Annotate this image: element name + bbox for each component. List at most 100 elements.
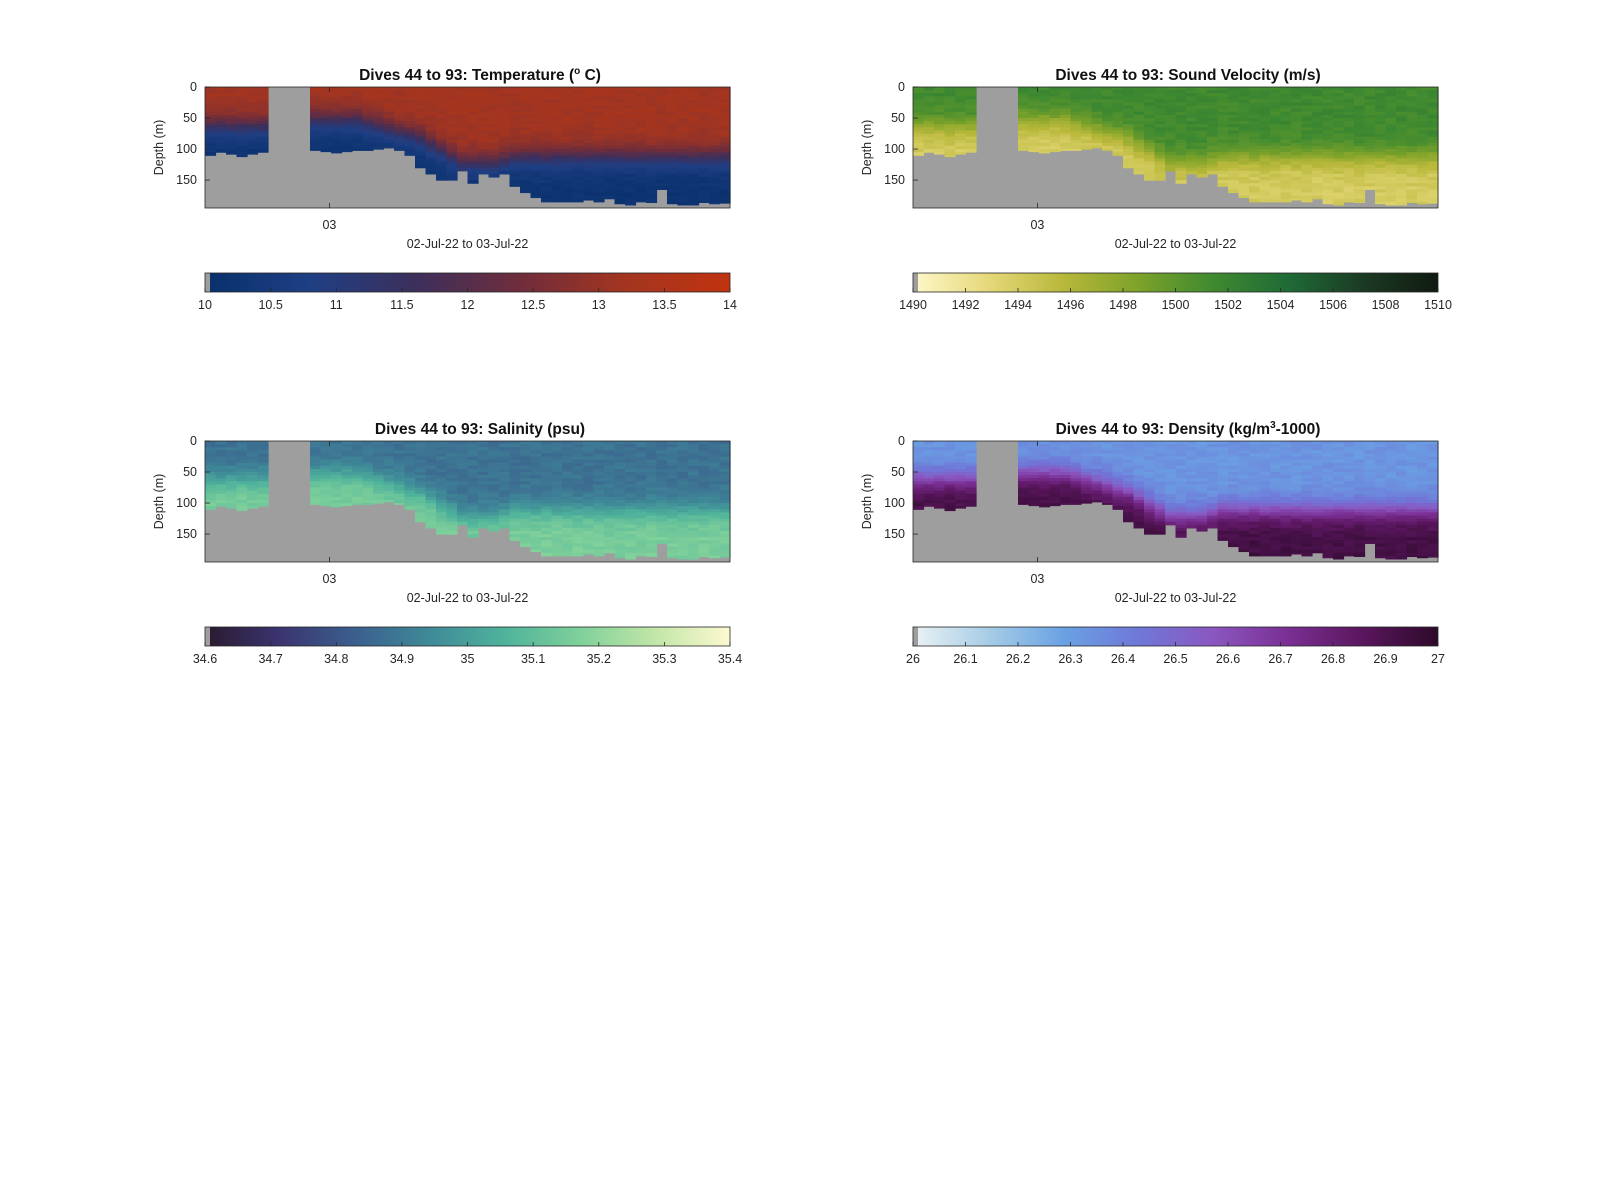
heatmap-cell	[541, 503, 553, 507]
heatmap-cell	[394, 93, 406, 97]
heatmap-cell	[1354, 93, 1366, 97]
heatmap-cell	[1081, 472, 1093, 476]
heatmap-cell	[1385, 161, 1397, 166]
heatmap-cell	[1343, 164, 1355, 169]
heatmap-cell	[331, 475, 343, 479]
heatmap-cell	[614, 503, 626, 507]
heatmap-cell	[530, 121, 542, 125]
heatmap-cell	[331, 493, 343, 498]
heatmap-cell	[1249, 133, 1261, 138]
heatmap-cell	[362, 468, 374, 473]
heatmap-cell	[236, 108, 248, 113]
heatmap-cell	[415, 444, 427, 448]
heatmap-cell	[257, 130, 269, 135]
heatmap-cell	[593, 149, 605, 153]
heatmap-cell	[247, 118, 259, 122]
heatmap-cell	[955, 105, 967, 110]
heatmap-cell	[1112, 462, 1124, 467]
heatmap-cell	[1207, 493, 1219, 498]
heatmap-cell	[1154, 90, 1166, 94]
heatmap-cell	[1144, 478, 1156, 482]
heatmap-cell	[1228, 543, 1240, 548]
heatmap-cell	[688, 124, 700, 128]
heatmap-cell	[1133, 487, 1145, 492]
heatmap-cell	[583, 518, 595, 523]
heatmap-cell	[341, 490, 353, 495]
heatmap-cell	[226, 475, 238, 479]
heatmap-cell	[1375, 127, 1387, 132]
heatmap-cell	[709, 183, 721, 187]
heatmap-cell	[236, 102, 248, 107]
heatmap-cell	[1364, 121, 1376, 125]
heatmap-cell	[1186, 90, 1198, 94]
heatmap-cell	[1028, 149, 1040, 153]
heatmap-cell	[719, 96, 731, 101]
heatmap-cell	[625, 441, 637, 445]
heatmap-cell	[1133, 152, 1145, 156]
heatmap-cell	[1186, 127, 1198, 132]
heatmap-cell	[541, 453, 553, 458]
heatmap-cell	[394, 441, 406, 445]
heatmap-cell	[1322, 142, 1334, 147]
heatmap-cell	[1228, 167, 1240, 172]
heatmap-cell	[625, 155, 637, 159]
heatmap-cell	[373, 139, 385, 144]
heatmap-cell	[923, 149, 935, 153]
heatmap-cell	[1133, 515, 1145, 520]
heatmap-cell	[436, 133, 448, 138]
heatmap-cell	[509, 155, 521, 159]
heatmap-cell	[1259, 111, 1271, 116]
heatmap-cell	[677, 139, 689, 144]
heatmap-cell	[562, 472, 574, 476]
heatmap-cell	[467, 161, 479, 166]
colorbar-tick-label: 1510	[1424, 298, 1452, 312]
heatmap-cell	[593, 198, 605, 203]
heatmap-cell	[1154, 524, 1166, 529]
heatmap-cell	[955, 465, 967, 470]
heatmap-cell	[635, 145, 647, 150]
heatmap-cell	[1291, 170, 1303, 175]
heatmap-cell	[404, 105, 416, 110]
heatmap-cell	[965, 459, 977, 464]
heatmap-cell	[1217, 149, 1229, 153]
heatmap-cell	[923, 503, 935, 507]
heatmap-cell	[1322, 90, 1334, 94]
heatmap-cell	[331, 447, 343, 451]
heatmap-cell	[719, 133, 731, 138]
heatmap-cell	[215, 472, 227, 476]
heatmap-cell	[698, 509, 710, 513]
heatmap-cell	[1406, 99, 1418, 104]
heatmap-cell	[1249, 490, 1261, 495]
colorbar	[913, 273, 1438, 292]
heatmap-cell	[520, 512, 532, 517]
heatmap-cell	[1333, 99, 1345, 104]
heatmap-cell	[415, 145, 427, 150]
heatmap-cell	[509, 478, 521, 482]
heatmap-cell	[688, 108, 700, 113]
heatmap-cell	[404, 124, 416, 128]
heatmap-cell	[1312, 142, 1324, 147]
heatmap-cell	[425, 518, 437, 523]
heatmap-cell	[467, 114, 479, 119]
heatmap-cell	[1238, 465, 1250, 470]
heatmap-cell	[551, 546, 563, 551]
heatmap-cell	[467, 111, 479, 116]
heatmap-cell	[467, 487, 479, 492]
heatmap-cell	[541, 552, 553, 557]
heatmap-cell	[478, 161, 490, 166]
heatmap-cell	[1301, 90, 1313, 94]
heatmap-cell	[646, 133, 658, 138]
heatmap-cell	[478, 142, 490, 147]
heatmap-cell	[614, 493, 626, 498]
heatmap-cell	[709, 540, 721, 544]
heatmap-cell	[215, 149, 227, 153]
heatmap-cell	[572, 192, 584, 197]
heatmap-cell	[551, 161, 563, 166]
heatmap-cell	[955, 450, 967, 455]
heatmap-cell	[614, 459, 626, 464]
heatmap-cell	[1217, 481, 1229, 486]
heatmap-cell	[488, 93, 500, 97]
heatmap-cell	[394, 145, 406, 150]
heatmap-cell	[1280, 198, 1292, 203]
heatmap-cell	[404, 465, 416, 470]
